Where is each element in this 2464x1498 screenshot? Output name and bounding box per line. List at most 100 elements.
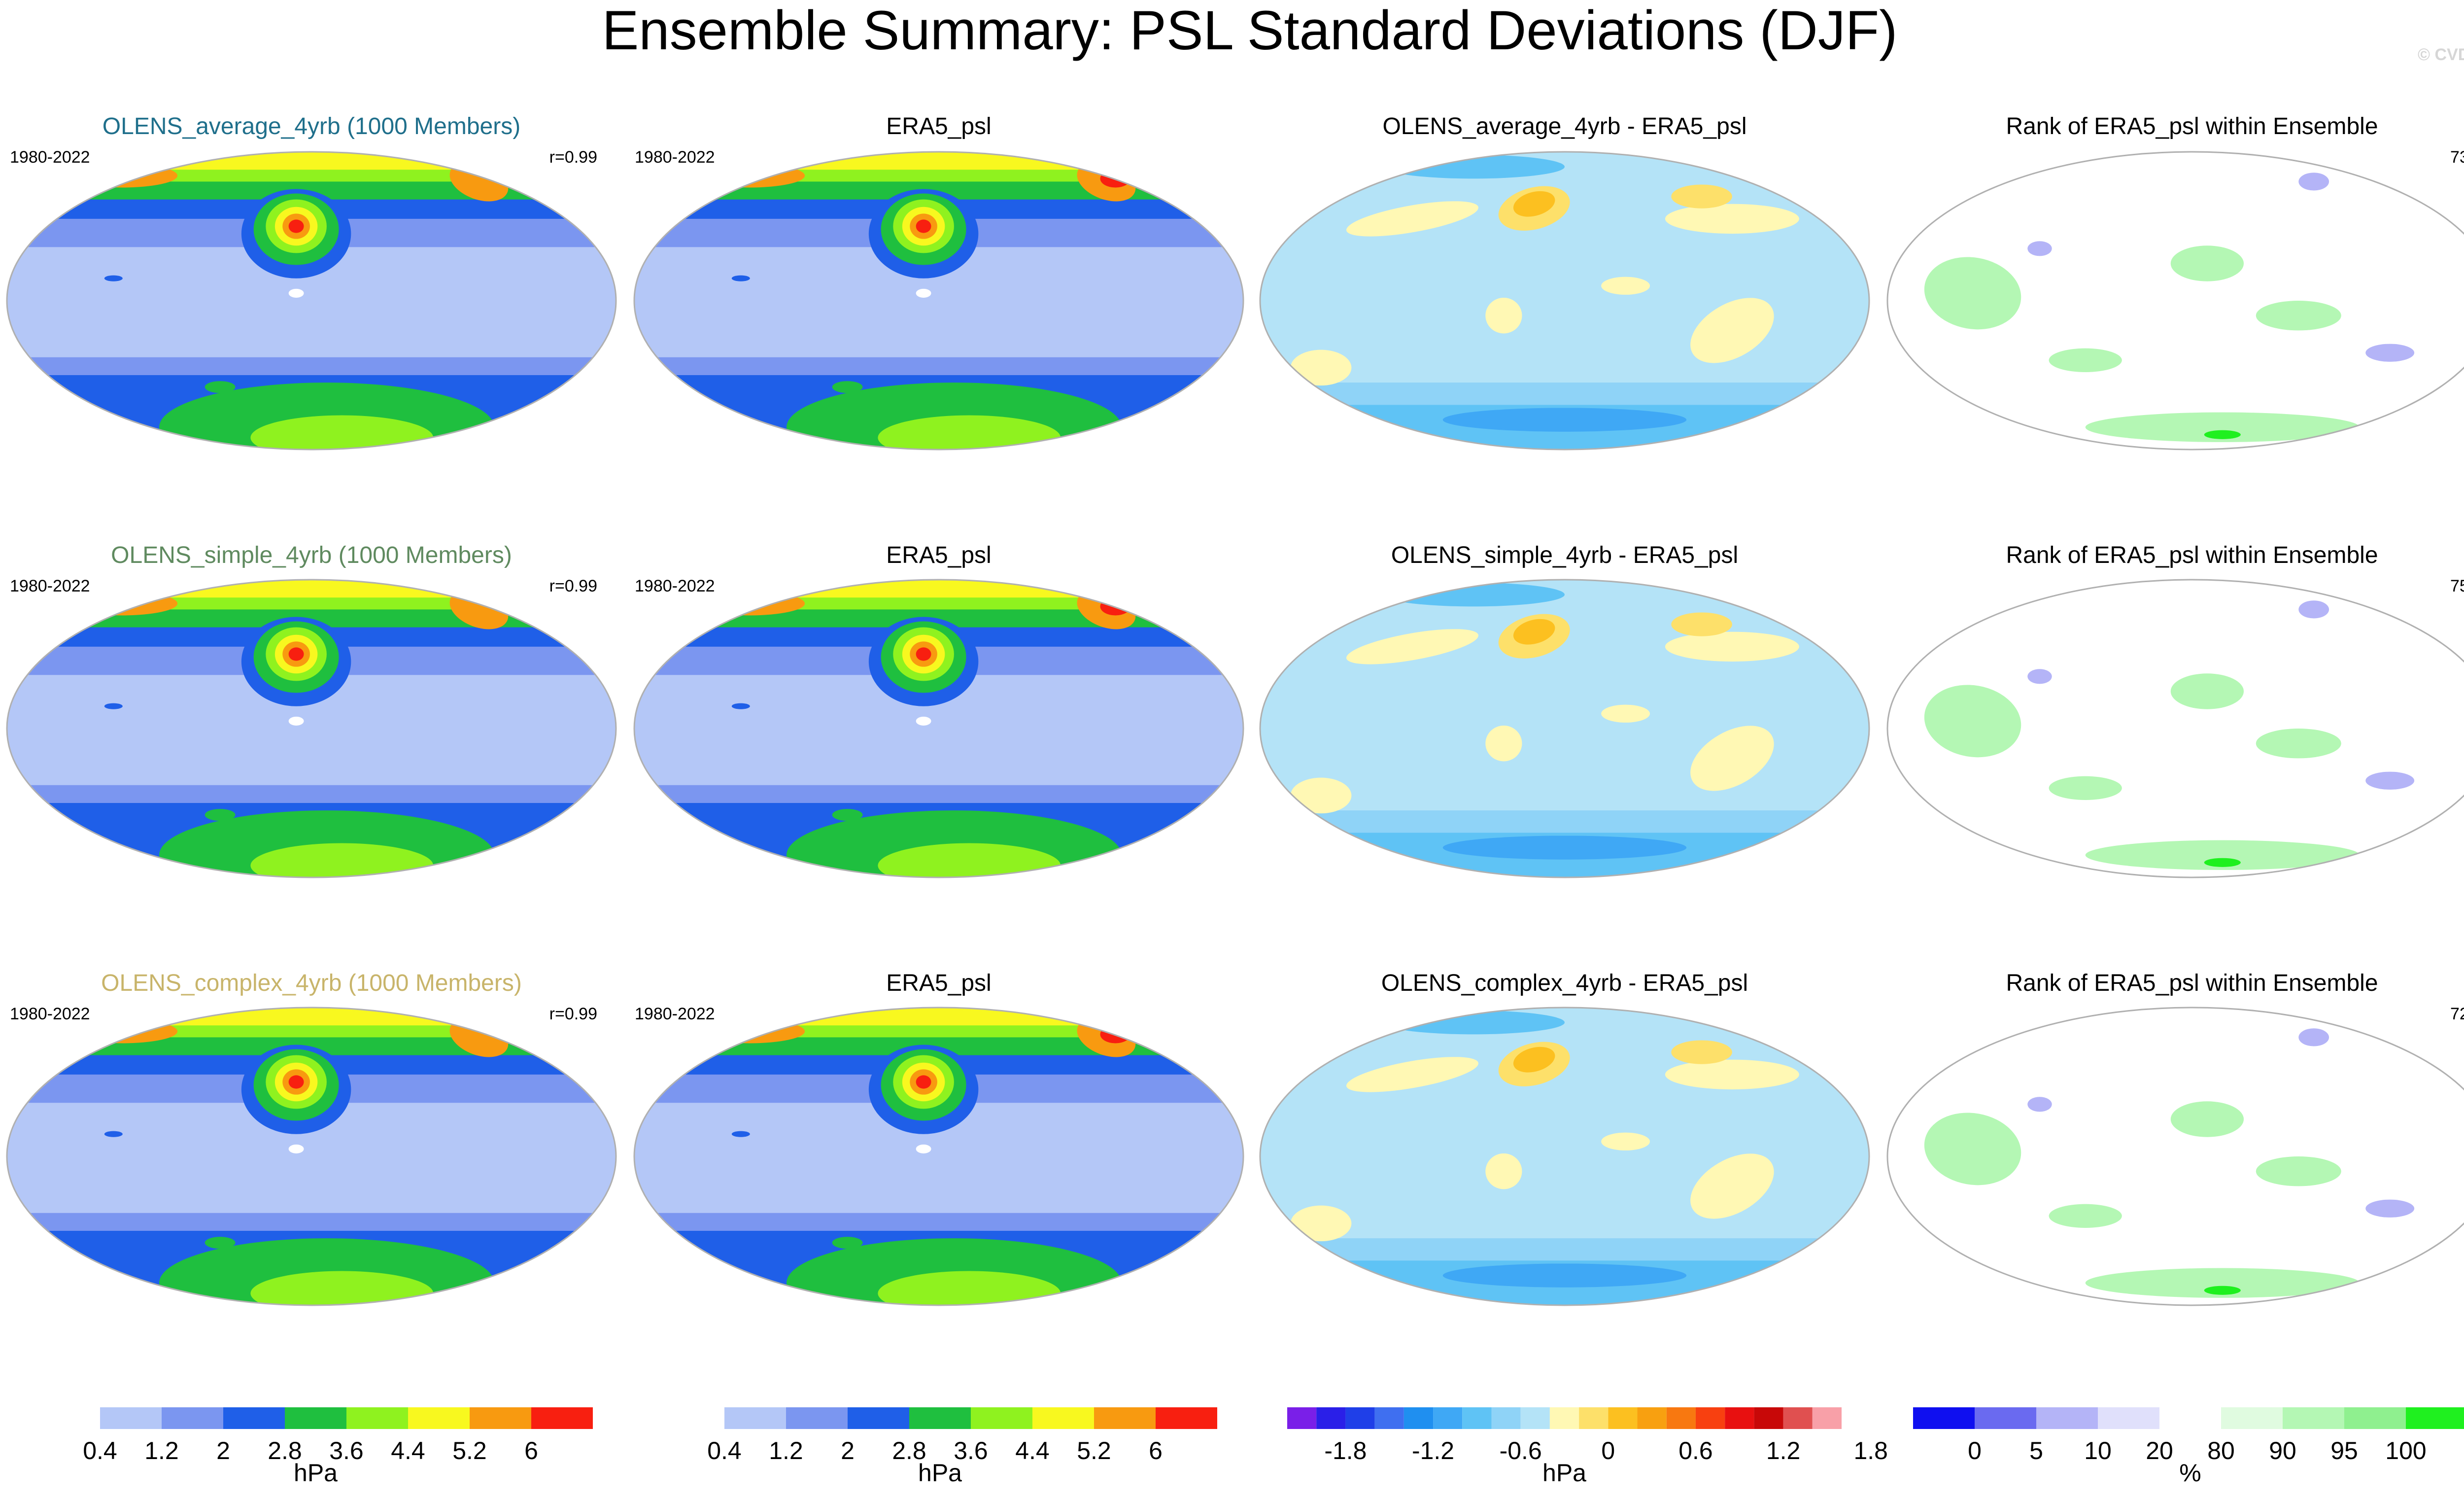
colorbar-unit: hPa xyxy=(294,1459,338,1487)
colorbar-swatch xyxy=(1156,1407,1217,1429)
colorbar-tick-label: 0.6 xyxy=(1678,1437,1713,1464)
row-1-labels: OLENS_average_4yrb (1000 Members) 1980-2… xyxy=(10,113,2464,167)
figure-title: Ensemble Summary: PSL Standard Deviation… xyxy=(602,0,1898,61)
colorbar-swatch xyxy=(2283,1407,2344,1429)
colorbar-swatch xyxy=(1462,1407,1492,1429)
colorbar-tick-label: 20 xyxy=(2146,1437,2173,1464)
colorbar: 0.4 1.2 2 2.8 3.6 4.4 5.2 6 hPa xyxy=(663,1407,1217,1487)
row-3-labels: OLENS_complex_4yrb (1000 Members) 1980-2… xyxy=(10,970,2464,1023)
colorbar-tick-label: 3.6 xyxy=(329,1437,364,1464)
model-years: 1980-2022 xyxy=(10,577,90,595)
colorbar-swatch xyxy=(848,1407,909,1429)
diff-title: OLENS_simple_4yrb - ERA5_psl xyxy=(1391,542,1738,568)
colorbar-swatch xyxy=(971,1407,1032,1429)
colorbar-swatch xyxy=(1287,1407,1317,1429)
colorbar-swatch xyxy=(1783,1407,1813,1429)
colorbar-swatch xyxy=(2221,1407,2283,1429)
colorbar-swatch xyxy=(1345,1407,1375,1429)
colorbar-tick-label: 1.8 xyxy=(1853,1437,1888,1464)
map-panel xyxy=(7,1008,616,1305)
colorbar-swatch xyxy=(408,1407,470,1429)
colorbars: 0.4 1.2 2 2.8 3.6 4.4 5.2 6 hPa 0.4 1.2 2 2.8 3.6 4.4 5… xyxy=(38,1407,2464,1487)
colorbar-tick-label: 4.4 xyxy=(391,1437,425,1464)
map-panels xyxy=(6,151,2464,1306)
colorbar-swatch xyxy=(1374,1407,1404,1429)
colorbar-swatch xyxy=(663,1407,724,1429)
colorbar-swatch xyxy=(1754,1407,1783,1429)
colorbar-tick-label: -1.8 xyxy=(1324,1437,1367,1464)
colorbar: 0.4 1.2 2 2.8 3.6 4.4 5.2 6 hPa xyxy=(38,1407,593,1487)
diff-title: OLENS_complex_4yrb - ERA5_psl xyxy=(1381,970,1748,996)
colorbar-tick-label: 3.6 xyxy=(954,1437,988,1464)
colorbar-swatch xyxy=(1520,1407,1550,1429)
colorbar-tick-label: -0.6 xyxy=(1500,1437,1542,1464)
colorbar-tick-label: 2.8 xyxy=(268,1437,302,1464)
colorbar-swatch xyxy=(786,1407,848,1429)
rank-percent: 73% xyxy=(2450,148,2464,167)
colorbar-swatch xyxy=(1608,1407,1638,1429)
model-title: OLENS_simple_4yrb (1000 Members) xyxy=(111,542,512,568)
colorbar-tick-label: 5.2 xyxy=(1077,1437,1111,1464)
colorbar-swatch xyxy=(2159,1407,2221,1429)
colorbar-tick-label: 1.2 xyxy=(1766,1437,1801,1464)
colorbar-swatch xyxy=(1975,1407,2036,1429)
colorbar-swatch xyxy=(1725,1407,1754,1429)
colorbar-swatch xyxy=(1491,1407,1521,1429)
colorbar-swatch xyxy=(2036,1407,2098,1429)
rank-title: Rank of ERA5_psl within Ensemble xyxy=(2006,113,2378,139)
colorbar-tick-label: 10 xyxy=(2084,1437,2112,1464)
watermark: © CVDP xyxy=(2418,45,2464,64)
colorbar-unit: hPa xyxy=(918,1459,962,1487)
colorbar-swatch xyxy=(1812,1407,1842,1429)
colorbar-swatch xyxy=(100,1407,162,1429)
colorbar-swatch xyxy=(470,1407,531,1429)
colorbar-tick-label: 90 xyxy=(2269,1437,2296,1464)
colorbar-swatch xyxy=(1666,1407,1696,1429)
colorbar-swatch xyxy=(1637,1407,1667,1429)
obs-years: 1980-2022 xyxy=(635,1005,715,1023)
rank-title: Rank of ERA5_psl within Ensemble xyxy=(2006,542,2378,568)
colorbar-swatch xyxy=(1316,1407,1346,1429)
colorbar-swatch xyxy=(724,1407,786,1429)
colorbar-tick-label: 0.4 xyxy=(83,1437,117,1464)
colorbar-swatch xyxy=(1913,1407,1975,1429)
colorbar-swatch xyxy=(1032,1407,1094,1429)
colorbar-swatch xyxy=(162,1407,223,1429)
colorbar-tick-label: 0.4 xyxy=(707,1437,742,1464)
map-panel xyxy=(1260,1008,1869,1305)
colorbar-tick-label: 5.2 xyxy=(452,1437,487,1464)
map-panel xyxy=(1887,1008,2464,1305)
colorbar-swatch xyxy=(1695,1407,1725,1429)
colorbar-swatch xyxy=(1094,1407,1156,1429)
colorbar-unit: % xyxy=(2179,1459,2201,1487)
obs-years: 1980-2022 xyxy=(635,577,715,595)
colorbar-swatch xyxy=(2406,1407,2464,1429)
model-corr: r=0.99 xyxy=(549,577,597,595)
colorbar-swatch xyxy=(1403,1407,1434,1429)
obs-title: ERA5_psl xyxy=(886,970,991,996)
colorbar-tick-label: 80 xyxy=(2207,1437,2235,1464)
colorbar-swatch xyxy=(38,1407,100,1429)
model-corr: r=0.99 xyxy=(549,148,597,167)
model-title: OLENS_complex_4yrb (1000 Members) xyxy=(101,970,522,996)
colorbar-swatch xyxy=(1549,1407,1579,1429)
map-panel xyxy=(1260,152,1869,450)
colorbar-tick-label: 6 xyxy=(1149,1437,1163,1464)
colorbar-tick-label: -1.2 xyxy=(1412,1437,1454,1464)
colorbar-swatch xyxy=(2098,1407,2159,1429)
obs-title: ERA5_psl xyxy=(886,113,991,139)
model-years: 1980-2022 xyxy=(10,148,90,167)
colorbar-swatch xyxy=(2344,1407,2406,1429)
map-panel xyxy=(7,152,616,450)
colorbar-tick-label: 95 xyxy=(2330,1437,2358,1464)
colorbar-tick-label: 2 xyxy=(841,1437,855,1464)
obs-years: 1980-2022 xyxy=(635,148,715,167)
rank-percent: 75% xyxy=(2450,577,2464,595)
colorbar-tick-label: 0 xyxy=(1968,1437,1982,1464)
colorbar-tick-label: 2 xyxy=(216,1437,230,1464)
map-panel xyxy=(1260,580,1869,877)
colorbar-tick-label: 1.2 xyxy=(144,1437,179,1464)
colorbar-tick-label: 100 xyxy=(2385,1437,2426,1464)
colorbar-unit: hPa xyxy=(1542,1459,1586,1487)
